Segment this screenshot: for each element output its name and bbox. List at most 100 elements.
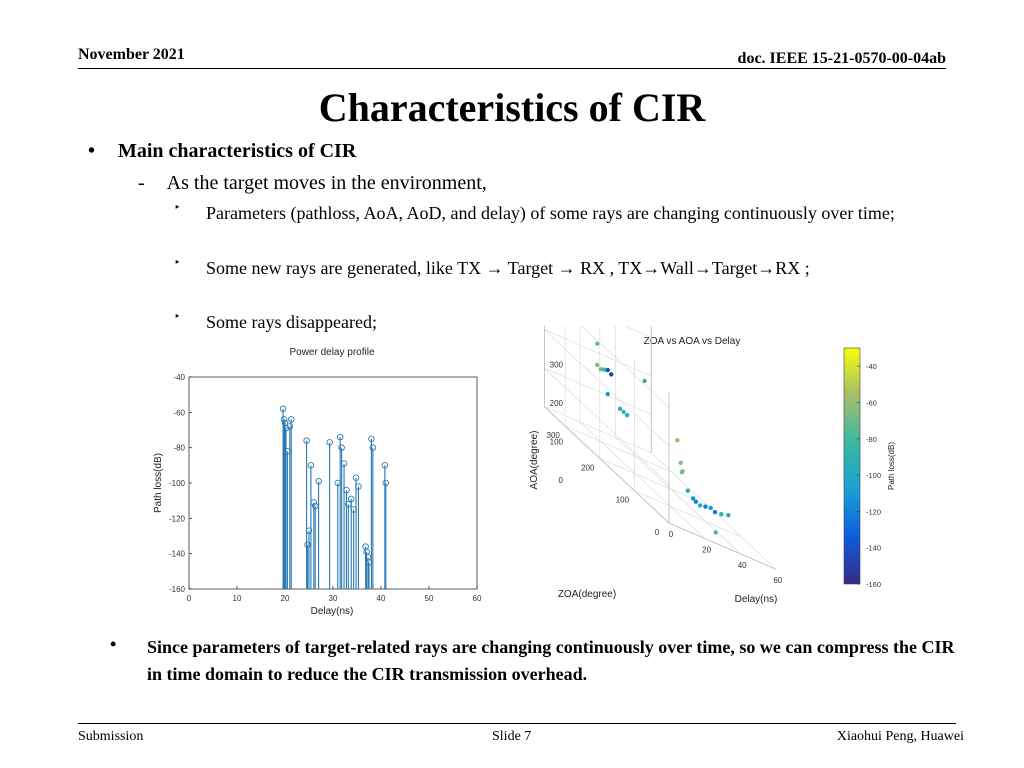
pdp-stem-marker (352, 474, 360, 481)
pdp-stem-marker (382, 479, 390, 487)
scatter3d-point (595, 362, 600, 368)
floor-gridline (565, 425, 673, 473)
scatter3d-point (617, 406, 623, 412)
power-delay-profile-chart: Power delay profile 0 10 20 30 40 50 60 -40 -60 -… (140, 333, 514, 623)
footer-submission: Submission (78, 729, 144, 744)
axis-edge (544, 406, 670, 524)
pdp-stem-marker (336, 433, 344, 441)
colorbar-tick-label: -40 (866, 362, 877, 371)
zoa-tick-label: 100 (616, 496, 630, 505)
pdp-stem-marker (304, 541, 311, 549)
pdp-stem-marker (368, 435, 375, 443)
scatter3d-title: ZOA vs AOA vs Delay (644, 336, 741, 347)
pdp-ticks: 0 10 20 30 40 50 60 -40 -60 -80 -100 -120 -140 -160 (169, 373, 482, 603)
aoa-tick-label: 200 (550, 399, 564, 408)
floor-gridline (599, 458, 707, 505)
bullet-conclusion-text: Since parameters of target-related rays … (147, 637, 955, 684)
aoa-tick-label: 0 (559, 476, 564, 485)
sub-bullet-text: As the target moves in the environment, (166, 172, 487, 194)
scatter3d-point (598, 366, 603, 372)
pdp-xtick-label: 40 (377, 594, 386, 603)
pdp-stem-marker (286, 423, 294, 430)
scatter3d-point (624, 412, 630, 418)
scatter3d-point (693, 499, 699, 504)
scatter3d-point (675, 438, 680, 443)
scatter3d-point (685, 488, 690, 493)
pdp-stem-marker (381, 462, 389, 469)
bullet-marker: • (110, 634, 117, 654)
pdp-ytick-label: -80 (173, 444, 185, 453)
scatter3d-point (703, 504, 708, 509)
item-text: Some rays disappeared; (206, 312, 377, 332)
pdp-stem-marker (369, 444, 377, 451)
footer-author: Xiaohui Peng, Huawei (836, 729, 964, 744)
header-date: November 2021 (78, 46, 185, 63)
colorbar-tick-label: -140 (866, 544, 881, 553)
pdp-ytick-label: -100 (169, 479, 186, 488)
scatter3d-point (595, 341, 600, 346)
colorbar-tick-label: -100 (866, 471, 881, 480)
pdp-stem-marker (279, 405, 287, 413)
pdp-ytick-label: -140 (169, 550, 186, 559)
pdp-stem-marker (310, 499, 318, 506)
pdp-stem-marker (347, 495, 355, 503)
item-text: Some new rays are generated, like TX → T… (206, 258, 810, 278)
pdp-ytick-label: -120 (169, 514, 186, 523)
aoa-tick-label: 100 (550, 438, 564, 447)
item-text: Parameters (pathloss, AoA, AoD, and dela… (206, 203, 895, 223)
pdp-stem-marker (355, 483, 362, 490)
scatter3d-point (708, 505, 713, 511)
scatter3d-point (712, 509, 718, 515)
scatter3d-point (690, 496, 696, 501)
scatter3d-point (719, 512, 724, 517)
delay-tick-label: 20 (702, 545, 711, 554)
scatter3d-point (609, 372, 614, 377)
pdp-stem-marker (343, 486, 350, 494)
pdp-ytick-label: -160 (169, 585, 186, 594)
pdp-stem-marker (305, 527, 313, 534)
wall-gridline (623, 326, 652, 338)
delay-tick-label: 40 (738, 561, 747, 570)
wall-gridline (544, 367, 670, 485)
pdp-xtick-label: 60 (473, 594, 482, 603)
zoa-aoa-delay-chart: ZOA vs AOA vs Delay 0 20 40 60 0 100 200 300 0 10… (522, 326, 922, 616)
scatter3d-xlabel: Delay(ns) (735, 594, 778, 605)
zoa-tick-label: 300 (547, 431, 561, 440)
scatter3d-point (605, 391, 610, 397)
scatter3d-point (621, 409, 626, 415)
wall-gridline (581, 326, 670, 408)
pdp-xtick-label: 10 (233, 594, 242, 603)
pdp-ytick-label: -40 (173, 373, 185, 382)
floor-gridline (634, 490, 742, 538)
colorbar-tick-label: -80 (866, 435, 877, 444)
pdp-stem-marker (287, 416, 295, 423)
pdp-stem-marker (315, 477, 322, 485)
pdp-xtick-label: 30 (329, 594, 338, 603)
wall-gridline (544, 329, 652, 377)
colorbar-ticks: -40 -60 -80 -100 -120 -140 -160 (857, 362, 881, 589)
header-divider (78, 68, 946, 69)
wall-gridline (544, 329, 670, 447)
pdp-stem-marker (311, 502, 319, 510)
scatter3d-point (679, 469, 685, 475)
zoa-tick-label: 0 (655, 528, 660, 537)
pdp-stem-marker (280, 416, 288, 423)
pdp-stems (279, 405, 390, 589)
pdp-stem-marker (326, 439, 333, 446)
pdp-stem-marker (303, 437, 310, 444)
item-marker: ‣ (174, 311, 181, 323)
scatter3d-point (678, 460, 683, 466)
sub-bullet-marker: - (138, 172, 145, 194)
delay-tick-label: 0 (669, 530, 674, 539)
bullet-main-text: Main characteristics of CIR (118, 140, 357, 162)
footer-divider (78, 723, 956, 724)
pdp-xlabel: Delay(ns) (311, 606, 354, 617)
axis-edge (668, 522, 776, 570)
wall-gridline (544, 406, 652, 454)
pdp-stem-marker (340, 460, 348, 467)
footer-slide-number: Slide 7 (492, 729, 532, 744)
pdp-ylabel: Path loss(dB) (153, 453, 164, 513)
pdp-title: Power delay profile (289, 347, 374, 358)
header-doc-id: doc. IEEE 15-21-0570-00-04ab (737, 50, 946, 67)
pdp-ytick-label: -60 (173, 408, 185, 417)
